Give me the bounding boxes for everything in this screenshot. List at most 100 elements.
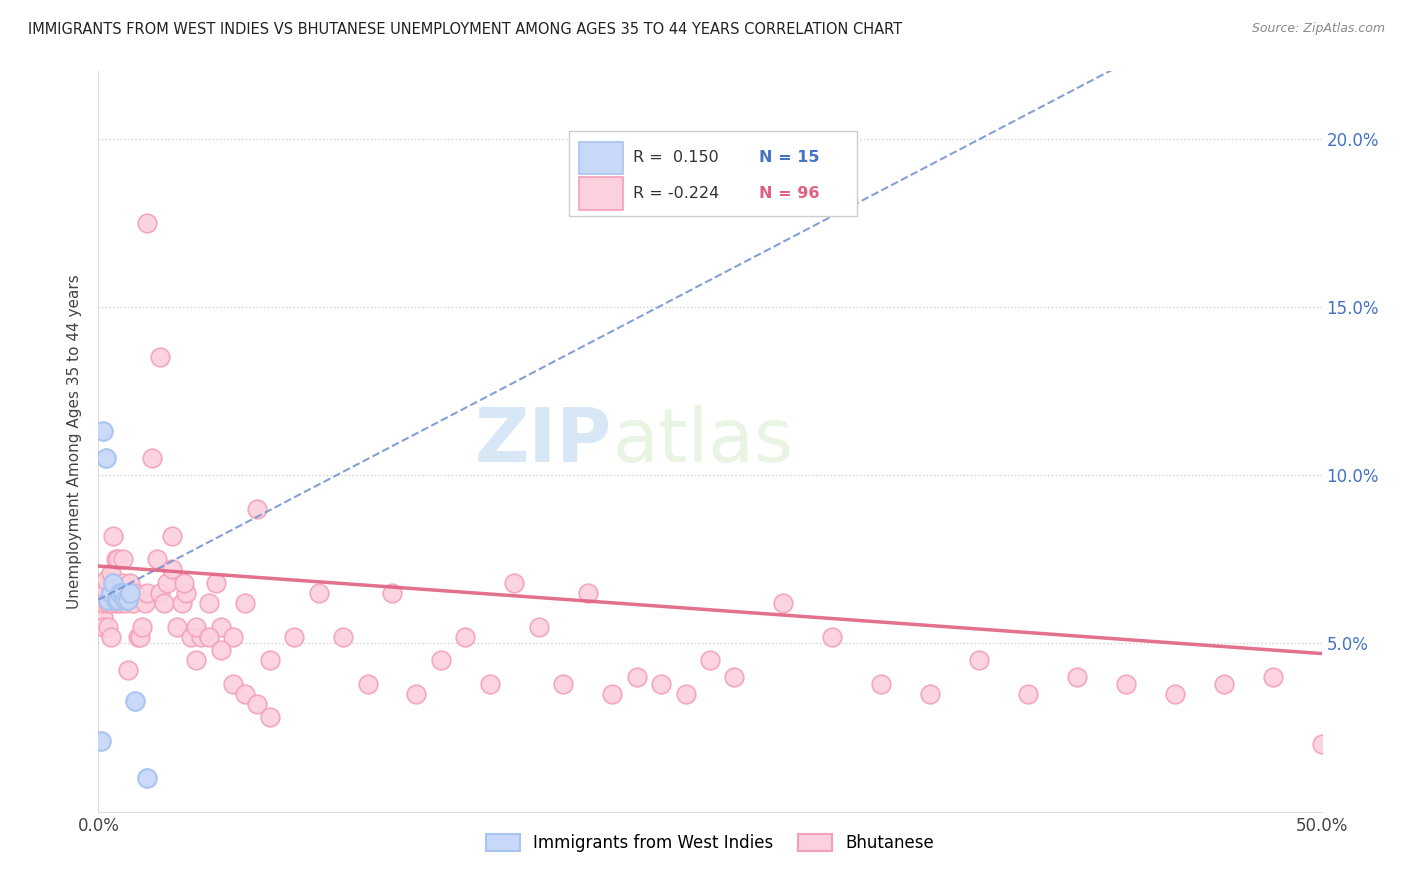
Point — [120, 575, 142, 590]
Point — [97, 596, 120, 610]
Point — [136, 771, 159, 785]
Point — [1164, 687, 1187, 701]
Point — [920, 687, 942, 701]
Point — [246, 501, 269, 516]
Point — [111, 552, 134, 566]
Point — [100, 630, 122, 644]
Point — [114, 596, 136, 610]
Point — [356, 677, 378, 691]
Point — [967, 653, 990, 667]
Point — [131, 619, 153, 633]
Point — [160, 529, 183, 543]
Point — [90, 592, 112, 607]
Point — [1310, 738, 1333, 752]
Point — [149, 351, 172, 365]
Point — [117, 664, 139, 678]
Y-axis label: Unemployment Among Ages 35 to 44 years: Unemployment Among Ages 35 to 44 years — [67, 274, 83, 609]
Point — [110, 586, 132, 600]
Point — [94, 573, 117, 587]
Point — [107, 552, 129, 566]
Text: IMMIGRANTS FROM WEST INDIES VS BHUTANESE UNEMPLOYMENT AMONG AGES 35 TO 44 YEARS : IMMIGRANTS FROM WEST INDIES VS BHUTANESE… — [28, 22, 903, 37]
Point — [97, 619, 120, 633]
Point — [650, 677, 672, 691]
Point — [675, 687, 697, 701]
Text: N = 15: N = 15 — [759, 150, 820, 165]
Point — [209, 643, 232, 657]
Point — [90, 734, 112, 748]
Point — [723, 670, 745, 684]
Point — [576, 586, 599, 600]
Point — [153, 596, 176, 610]
Text: ZIP: ZIP — [475, 405, 612, 478]
Point — [117, 586, 139, 600]
Text: atlas: atlas — [612, 405, 793, 478]
Point — [149, 586, 172, 600]
Point — [246, 697, 269, 711]
Point — [100, 586, 122, 600]
Point — [205, 575, 228, 590]
Point — [136, 586, 159, 600]
FancyBboxPatch shape — [579, 142, 623, 174]
Point — [94, 586, 117, 600]
Point — [90, 586, 112, 600]
Point — [190, 630, 212, 644]
Point — [259, 653, 281, 667]
Point — [121, 596, 143, 610]
Text: Source: ZipAtlas.com: Source: ZipAtlas.com — [1251, 22, 1385, 36]
FancyBboxPatch shape — [569, 130, 856, 216]
Point — [405, 687, 427, 701]
Point — [94, 451, 117, 466]
Point — [146, 552, 169, 566]
Point — [117, 592, 139, 607]
Point — [156, 575, 179, 590]
Point — [772, 596, 794, 610]
Point — [454, 630, 477, 644]
Text: N = 96: N = 96 — [759, 186, 820, 201]
Point — [209, 619, 232, 633]
Point — [104, 552, 127, 566]
Point — [186, 653, 208, 667]
Point — [127, 630, 149, 644]
Point — [104, 596, 127, 610]
Text: R = -0.224: R = -0.224 — [633, 186, 720, 201]
Point — [600, 687, 623, 701]
Point — [197, 596, 219, 610]
Point — [114, 592, 136, 607]
Point — [134, 596, 156, 610]
Point — [100, 586, 122, 600]
Point — [197, 630, 219, 644]
Point — [1066, 670, 1088, 684]
Point — [170, 596, 193, 610]
Point — [111, 586, 134, 600]
Point — [233, 596, 256, 610]
Point — [259, 710, 281, 724]
Point — [1261, 670, 1284, 684]
Point — [176, 586, 198, 600]
Point — [97, 592, 120, 607]
Point — [107, 592, 129, 607]
Point — [129, 630, 152, 644]
Point — [430, 653, 453, 667]
Point — [222, 630, 245, 644]
Point — [699, 653, 721, 667]
Point — [186, 619, 208, 633]
Point — [100, 596, 122, 610]
Point — [166, 619, 188, 633]
Point — [821, 630, 844, 644]
Point — [107, 586, 129, 600]
Point — [111, 575, 134, 590]
Point — [141, 451, 163, 466]
Point — [173, 575, 195, 590]
Point — [1212, 677, 1234, 691]
Point — [120, 586, 142, 600]
Point — [553, 677, 575, 691]
FancyBboxPatch shape — [579, 178, 623, 210]
Point — [101, 575, 124, 590]
Point — [1017, 687, 1039, 701]
Point — [180, 630, 202, 644]
Point — [1115, 677, 1137, 691]
Point — [91, 596, 114, 610]
Point — [381, 586, 404, 600]
Point — [91, 425, 114, 439]
Point — [94, 582, 117, 597]
